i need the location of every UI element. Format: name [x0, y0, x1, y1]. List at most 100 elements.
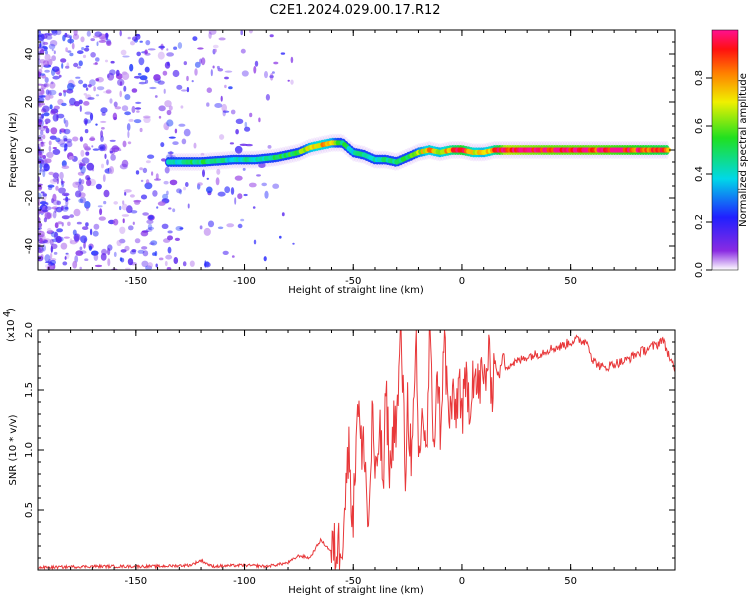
noise-blob: [83, 143, 88, 149]
noise-blob: [248, 30, 253, 34]
noise-blob: [129, 63, 134, 72]
noise-blob: [68, 156, 75, 160]
noise-blob: [79, 246, 83, 251]
noise-blob: [84, 258, 89, 262]
noise-blob: [165, 254, 173, 260]
noise-blob: [147, 154, 155, 159]
noise-blob: [130, 41, 135, 46]
noise-blob: [235, 118, 244, 125]
noise-blob: [193, 142, 197, 149]
noise-blob: [249, 112, 253, 118]
noise-blob: [230, 187, 235, 195]
noise-blob: [39, 42, 42, 49]
noise-blob: [66, 62, 70, 69]
noise-blob: [119, 163, 128, 170]
noise-blob: [258, 117, 261, 123]
x-tick-label: -50: [345, 576, 361, 587]
noise-blob: [92, 148, 100, 151]
noise-blob: [109, 69, 116, 76]
noise-blob: [106, 40, 112, 46]
x-tick-label: -150: [124, 276, 147, 287]
noise-blob: [281, 212, 285, 217]
noise-blob: [43, 163, 50, 172]
noise-blob: [150, 240, 158, 246]
noise-blob: [95, 94, 100, 97]
snr-y-label: SNR (10 * v/v): [8, 414, 19, 485]
noise-blob: [38, 146, 41, 151]
noise-blob: [38, 159, 45, 165]
noise-blob: [84, 129, 89, 134]
noise-blob: [141, 246, 148, 250]
noise-blob: [215, 177, 220, 186]
noise-blob: [79, 105, 82, 112]
noise-blob: [174, 237, 180, 241]
noise-blob: [38, 138, 43, 142]
noise-blob: [61, 192, 70, 197]
noise-blob: [61, 205, 69, 212]
noise-blob: [65, 65, 70, 69]
noise-blob: [58, 92, 62, 97]
noise-blob: [206, 177, 209, 180]
noise-blob: [88, 84, 92, 88]
noise-blob: [38, 186, 42, 190]
noise-blob: [245, 143, 253, 147]
noise-blob: [48, 171, 54, 176]
noise-blob: [62, 34, 66, 42]
noise-blob: [82, 83, 88, 88]
noise-blob: [87, 97, 95, 100]
noise-blob: [173, 257, 179, 264]
noise-blob: [58, 74, 62, 78]
noise-blob: [163, 238, 171, 243]
noise-blob: [39, 49, 45, 55]
noise-blob: [65, 198, 69, 207]
noise-blob: [42, 134, 46, 140]
noise-blob: [120, 249, 127, 253]
noise-blob: [44, 254, 51, 262]
noise-blob: [38, 150, 42, 156]
noise-blob: [185, 182, 189, 187]
noise-blob: [138, 81, 147, 85]
noise-blob: [100, 120, 107, 123]
noise-blob: [166, 48, 169, 51]
chart-title: C2E1.2024.029.00.17.R12: [269, 3, 440, 18]
noise-blob: [83, 118, 89, 125]
noise-blob: [59, 130, 62, 135]
noise-blob: [43, 125, 48, 129]
noise-blob: [240, 48, 246, 54]
noise-blob: [38, 243, 42, 246]
noise-blob: [256, 174, 261, 177]
noise-blob: [174, 128, 178, 134]
noise-blob: [43, 238, 51, 244]
noise-blob: [83, 241, 86, 249]
noise-blob: [167, 235, 173, 241]
noise-blob: [254, 60, 259, 67]
noise-blob: [112, 218, 119, 226]
noise-blob: [145, 160, 151, 164]
noise-blob: [183, 61, 187, 66]
noise-blob: [82, 54, 87, 59]
noise-blob: [46, 212, 53, 219]
noise-blob: [141, 260, 149, 267]
noise-blob: [65, 252, 69, 255]
y-tick-label: -20: [24, 190, 35, 206]
noise-blob: [45, 35, 53, 40]
noise-blob: [169, 150, 173, 158]
noise-blob: [161, 223, 169, 229]
noise-blob: [111, 145, 120, 153]
noise-blob: [52, 148, 61, 155]
noise-blob: [89, 112, 94, 121]
noise-blob: [158, 105, 166, 112]
noise-blob: [59, 143, 68, 148]
noise-blob: [273, 61, 279, 65]
noise-blob: [38, 95, 47, 98]
noise-blob: [60, 242, 68, 250]
noise-blob: [44, 206, 52, 211]
x-tick-label: -100: [233, 576, 256, 587]
noise-blob: [54, 222, 59, 229]
noise-blob: [48, 89, 57, 96]
noise-blob: [272, 183, 280, 189]
noise-blob: [50, 30, 58, 34]
noise-blob: [52, 114, 59, 122]
colorbar-label: Normalized spectral amplitude: [738, 73, 749, 227]
noise-blob: [166, 52, 175, 57]
